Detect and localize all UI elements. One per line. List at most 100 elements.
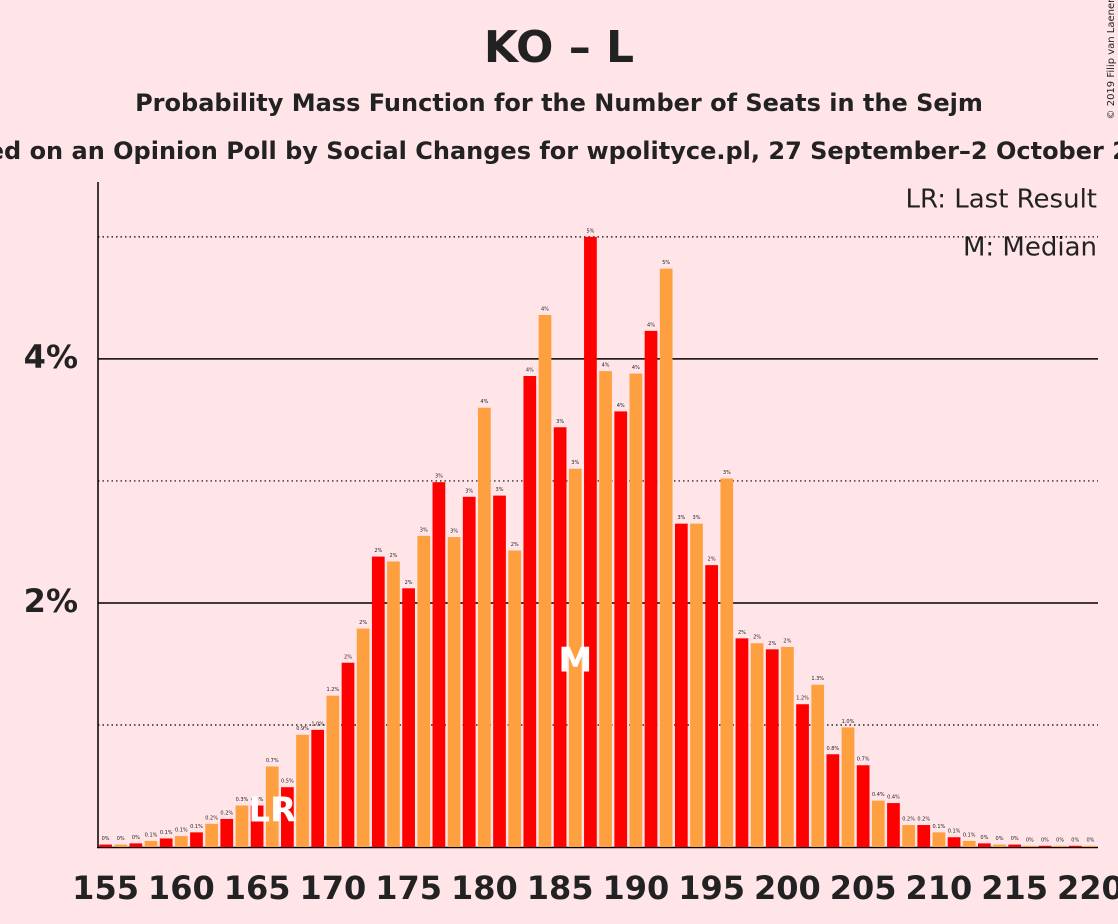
value-label: 0.2% [220,810,233,816]
bar [387,561,400,847]
bar [447,537,461,847]
bar [614,411,628,847]
bar [1038,845,1052,847]
bar [265,766,279,847]
value-label: 2% [389,553,397,559]
value-label: 5% [662,260,670,266]
bar [99,844,112,847]
bar [493,495,506,847]
bar [371,556,385,847]
value-label: 4% [480,399,488,405]
value-label: 2% [344,654,352,660]
marker-label: M [558,641,592,681]
bar [356,628,370,847]
value-label: 0% [980,835,988,841]
value-label: 2% [374,548,382,554]
x-tick-label: 205 [830,869,897,907]
x-tick-label: 160 [148,869,215,907]
legend-entry: LR: Last Result [905,185,1097,215]
x-tick-label: 175 [375,869,442,907]
value-label: 3% [435,474,443,480]
bar [523,376,537,847]
value-label: 3% [723,470,731,476]
bar [599,371,612,847]
bar [932,832,946,847]
marker-label: LR [248,791,296,831]
copyright: © 2019 Filip van Laenen [1106,0,1117,119]
value-label: 4% [647,322,655,328]
bar [220,818,234,847]
value-label: 2% [783,638,791,644]
bar [538,315,552,847]
value-label: 2% [753,635,761,641]
bar [341,662,355,847]
value-label: 0.2% [902,817,915,823]
subtitle: Probability Mass Function for the Number… [135,89,983,117]
value-label: 0.2% [205,815,218,821]
bar [311,729,325,847]
bar [553,427,567,847]
x-tick-label: 170 [299,869,366,907]
value-label: 5% [586,228,594,234]
x-tick-label: 155 [72,869,139,907]
value-label: 0.4% [872,792,885,798]
bar [781,646,794,847]
x-tick-label: 165 [224,869,291,907]
value-label: 0% [996,836,1004,842]
bar [811,684,825,847]
x-tick-label: 200 [754,869,821,907]
bar [326,695,340,847]
bar [917,825,931,847]
chart-title: KO – L [484,22,634,73]
value-label: 3% [420,527,428,533]
value-label: 0.8% [826,746,839,752]
value-label: 1.0% [842,719,855,725]
bar [947,837,961,847]
value-label: 0.5% [281,779,294,785]
bar [674,523,688,847]
y-tick-label: 4% [24,338,78,376]
bar [705,565,718,847]
value-label: 4% [632,365,640,371]
value-label: 1.2% [326,687,339,693]
value-label: 0.1% [145,832,158,838]
value-label: 0.1% [175,828,188,834]
bar [508,550,522,847]
x-tick-label: 220 [1057,869,1118,907]
value-label: 0.1% [160,830,173,836]
bar [735,638,749,847]
bar [720,478,734,847]
bar [887,803,900,847]
value-label: 0.1% [190,824,203,830]
value-label: 4% [617,403,625,409]
value-label: 0% [117,836,125,842]
value-label: 1.2% [796,696,809,702]
bar [644,330,658,847]
value-label: 0.3% [251,797,264,803]
value-label: 4% [602,363,610,369]
value-label: 1.0% [311,721,324,727]
bar [826,754,840,847]
bar [190,832,203,847]
bar [841,727,855,847]
bar [902,825,915,847]
value-label: 0% [1041,837,1049,843]
value-label: 4% [526,368,534,374]
bar [402,588,415,847]
bar [1084,845,1097,847]
subtitle: Based on an Opinion Poll by Social Chang… [0,137,1118,165]
bar [765,649,779,847]
value-label: 2% [511,542,519,548]
bar [296,734,309,847]
value-label: 3% [450,529,458,535]
value-label: 0.7% [857,757,870,763]
bar [856,765,870,847]
value-label: 3% [465,488,473,494]
x-tick-label: 210 [906,869,973,907]
bar [462,496,476,847]
bar [114,844,128,847]
bar [1008,844,1022,847]
value-label: 3% [571,460,579,466]
x-tick-label: 190 [602,869,669,907]
